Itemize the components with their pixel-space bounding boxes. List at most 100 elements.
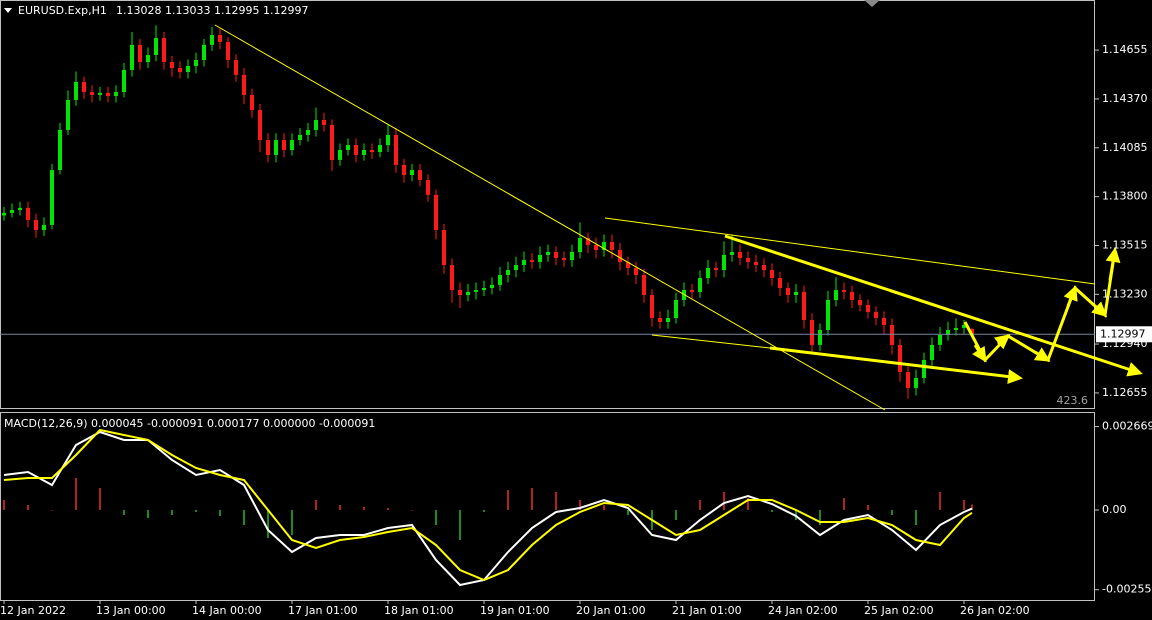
candle-body: [378, 145, 382, 153]
candle-body: [674, 300, 678, 318]
candle-body: [874, 312, 878, 318]
candle-body: [642, 274, 646, 296]
candle-body: [690, 290, 694, 292]
candle-body: [546, 252, 550, 255]
candle-body: [330, 124, 334, 160]
candle-body: [522, 260, 526, 266]
y-tick-label: 1.13515: [1102, 238, 1148, 251]
candle-body: [42, 224, 46, 231]
candle-body: [602, 242, 606, 250]
candle-body: [714, 267, 718, 270]
candle-body: [898, 344, 902, 372]
histogram-bar: [291, 510, 293, 535]
histogram-bar: [819, 510, 821, 525]
candle-body: [202, 44, 206, 60]
candle-body: [282, 140, 286, 150]
candle-body: [338, 150, 342, 160]
candle-body: [810, 320, 814, 345]
histogram-bar: [891, 510, 893, 515]
candle-body: [98, 92, 102, 95]
candle-body: [178, 68, 182, 72]
candle-body: [866, 304, 870, 312]
histogram-bar: [531, 488, 533, 510]
forecast-arrow: [1033, 347, 1051, 362]
candle-body: [722, 254, 726, 270]
x-tick-label: 21 Jan 01:00: [672, 604, 742, 617]
histogram-bar: [555, 492, 557, 510]
x-tick-label: 19 Jan 01:00: [480, 604, 550, 617]
level-label: 423.6: [1057, 394, 1089, 407]
bid-label-box: [1096, 326, 1152, 343]
x-tick-label: 17 Jan 01:00: [288, 604, 358, 617]
candle-body: [114, 92, 118, 96]
candle-body: [626, 261, 630, 268]
candle-body: [218, 34, 222, 42]
histogram-bar: [387, 508, 389, 510]
candle-body: [946, 330, 950, 335]
candle-body: [618, 249, 622, 262]
y-tick-label: 1.14085: [1102, 141, 1148, 154]
histogram-bar: [459, 510, 461, 540]
histogram-bar: [123, 510, 125, 515]
candle-body: [170, 62, 174, 69]
candle-body: [266, 140, 270, 155]
candle-body: [2, 212, 6, 216]
x-tick-label: 13 Jan 00:00: [96, 604, 166, 617]
candle-body: [130, 44, 134, 70]
candle-body: [82, 81, 86, 93]
histogram-bar: [699, 500, 701, 510]
candle-body: [882, 318, 886, 326]
shift-marker[interactable]: [864, 0, 880, 7]
candle-body: [442, 230, 446, 266]
symbol-menu[interactable]: [4, 8, 12, 13]
candle-body: [794, 291, 798, 296]
candle-body: [914, 378, 918, 388]
candle-body: [474, 290, 478, 292]
candle-body: [26, 207, 30, 220]
x-tick-label: 24 Jan 02:00: [768, 604, 838, 617]
candle-body: [506, 270, 510, 275]
trend-line: [604, 217, 1096, 285]
histogram-bar: [939, 492, 941, 510]
candle-body: [322, 120, 326, 125]
candle-body: [530, 260, 534, 262]
histogram-bar: [507, 490, 509, 510]
histogram-bar: [747, 498, 749, 510]
candle-body: [802, 291, 806, 321]
macd-title: MACD(12,26,9) 0.000045 -0.000091 0.00017…: [4, 417, 375, 430]
candle-body: [970, 328, 974, 335]
forecast-arrow: [993, 334, 1011, 350]
candle-body: [18, 207, 22, 210]
forecast-arrow: [1105, 247, 1121, 281]
candle-body: [570, 252, 574, 261]
candle-body: [106, 92, 110, 96]
histogram-bar: [843, 498, 845, 510]
macd-line: [3, 428, 973, 582]
candle-body: [906, 372, 910, 388]
candle-body: [346, 145, 350, 150]
candle-body: [586, 237, 590, 245]
candle-body: [786, 288, 790, 296]
trend-line: [651, 334, 771, 349]
histogram-bar: [411, 510, 413, 511]
candle-body: [754, 261, 758, 266]
candle-body: [50, 170, 54, 225]
forecast-arrow: [1063, 285, 1078, 307]
histogram-bar: [483, 510, 485, 512]
candle-body: [666, 318, 670, 322]
forecast-path: [963, 249, 1117, 363]
candle-body: [226, 42, 230, 60]
histogram-bar: [171, 510, 173, 515]
forecast-arrow: [1091, 301, 1108, 318]
histogram-bar: [603, 505, 605, 510]
candle-body: [770, 270, 774, 279]
histogram-bar: [219, 510, 221, 516]
candle-body: [706, 267, 710, 279]
histogram-bar: [3, 500, 5, 510]
candle-body: [314, 120, 318, 130]
candle-body: [186, 66, 190, 72]
candle-body: [594, 244, 598, 250]
candle-body: [826, 300, 830, 330]
candle-body: [154, 38, 158, 56]
